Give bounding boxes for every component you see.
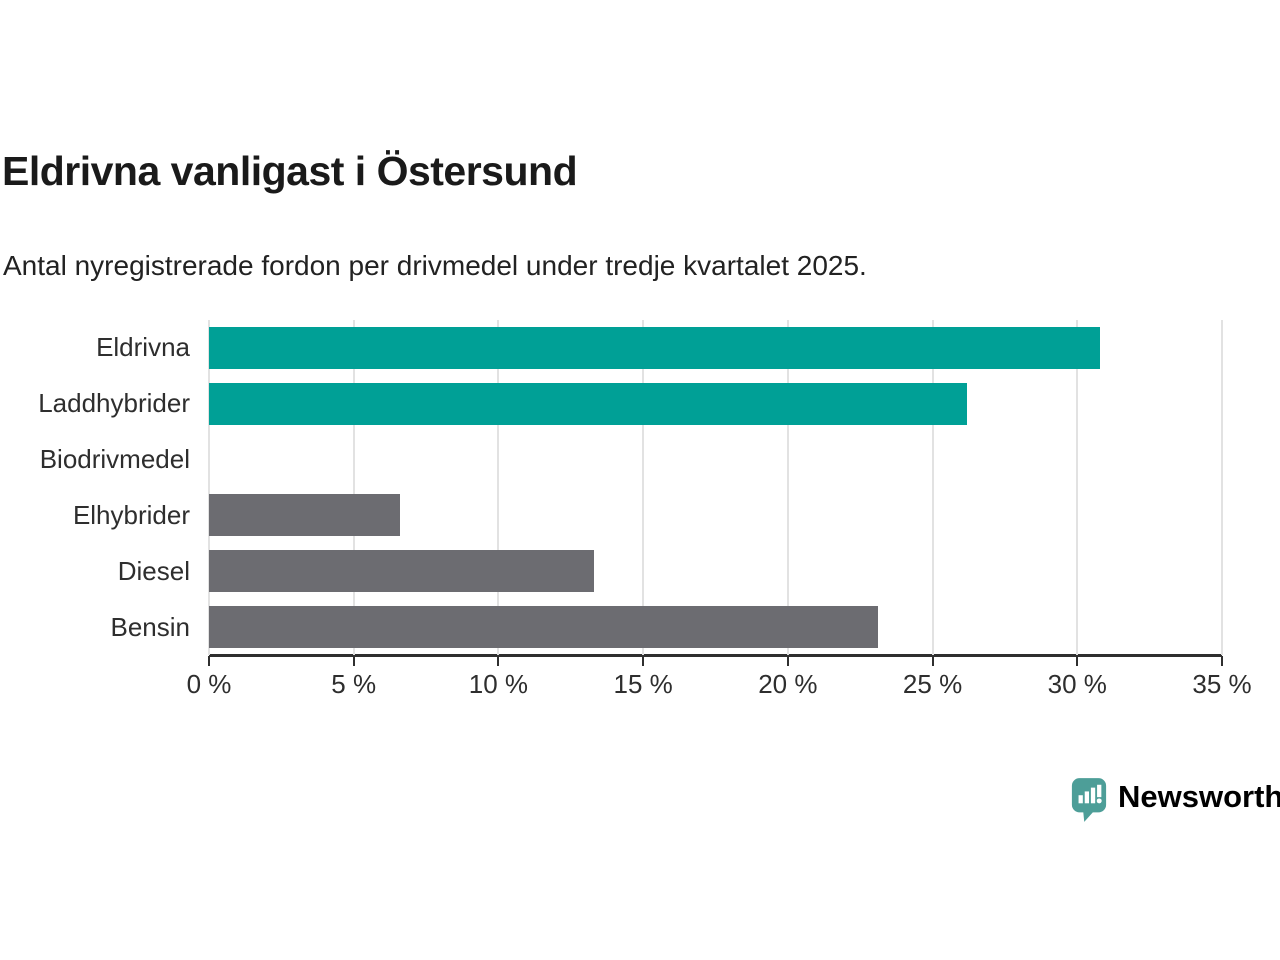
gridline [208, 320, 210, 655]
gridline [931, 320, 934, 655]
plot-area: 0 % 5 % 10 % 15 % 20 % 25 % 30 % 35 % [187, 320, 1252, 699]
bar-chart: Eldrivna Laddhybrider Biodrivmedel Elhybrid… [0, 320, 1252, 699]
x-axis-tick-label: 25 % [902, 669, 963, 699]
x-axis-tick-mark [497, 656, 500, 666]
gridline [352, 320, 355, 655]
gridline [786, 320, 789, 655]
x-axis-tick-mark [1221, 656, 1223, 666]
x-axis-tick-mark [931, 656, 934, 666]
newsworthy-logo: Newsworthy [1070, 776, 1280, 823]
x-axis-tick-label: 20 % [758, 669, 818, 699]
category-label: Bensin [110, 611, 191, 642]
newsworthy-logo-icon [1071, 778, 1107, 822]
bar-laddhybrider [209, 382, 968, 425]
bar-bensin [209, 606, 878, 649]
x-axis-tick-label: 10 % [468, 669, 529, 699]
x-axis-line [209, 654, 1222, 657]
category-label: Biodrivmedel [39, 444, 190, 475]
x-axis-tick-mark [1076, 656, 1079, 666]
x-axis-tick-mark [786, 656, 789, 666]
x-axis-tick-mark [352, 656, 355, 666]
category-label: Laddhybrider [38, 388, 190, 419]
x-axis-tick-mark [208, 656, 210, 666]
x-axis-tick-label: 15 % [613, 669, 673, 699]
gridline [1221, 320, 1223, 655]
x-axis-tick-label: 0 % [186, 669, 232, 699]
gridline [497, 320, 500, 655]
bar-diesel [209, 550, 594, 593]
gridline [642, 320, 645, 655]
x-axis-tick-mark [642, 656, 645, 666]
category-label: Diesel [117, 555, 190, 586]
x-axis-tick-label: 5 % [331, 669, 377, 699]
category-label: Eldrivna [96, 332, 190, 363]
chart-title: Eldrivna vanligast i Östersund [2, 148, 578, 194]
x-axis-tick-label: 35 % [1192, 669, 1252, 699]
x-axis-tick-label: 30 % [1047, 669, 1107, 699]
y-axis-category-labels: Eldrivna Laddhybrider Biodrivmedel Elhybrid… [0, 320, 190, 655]
bar-eldrivna [209, 326, 1101, 369]
chart-subtitle: Antal nyregistrerade fordon per drivmede… [3, 250, 867, 281]
category-label: Elhybrider [72, 499, 190, 530]
bar-elhybrider [209, 494, 401, 537]
gridline [1076, 320, 1079, 655]
newsworthy-logo-text: Newsworthy [1118, 779, 1280, 814]
